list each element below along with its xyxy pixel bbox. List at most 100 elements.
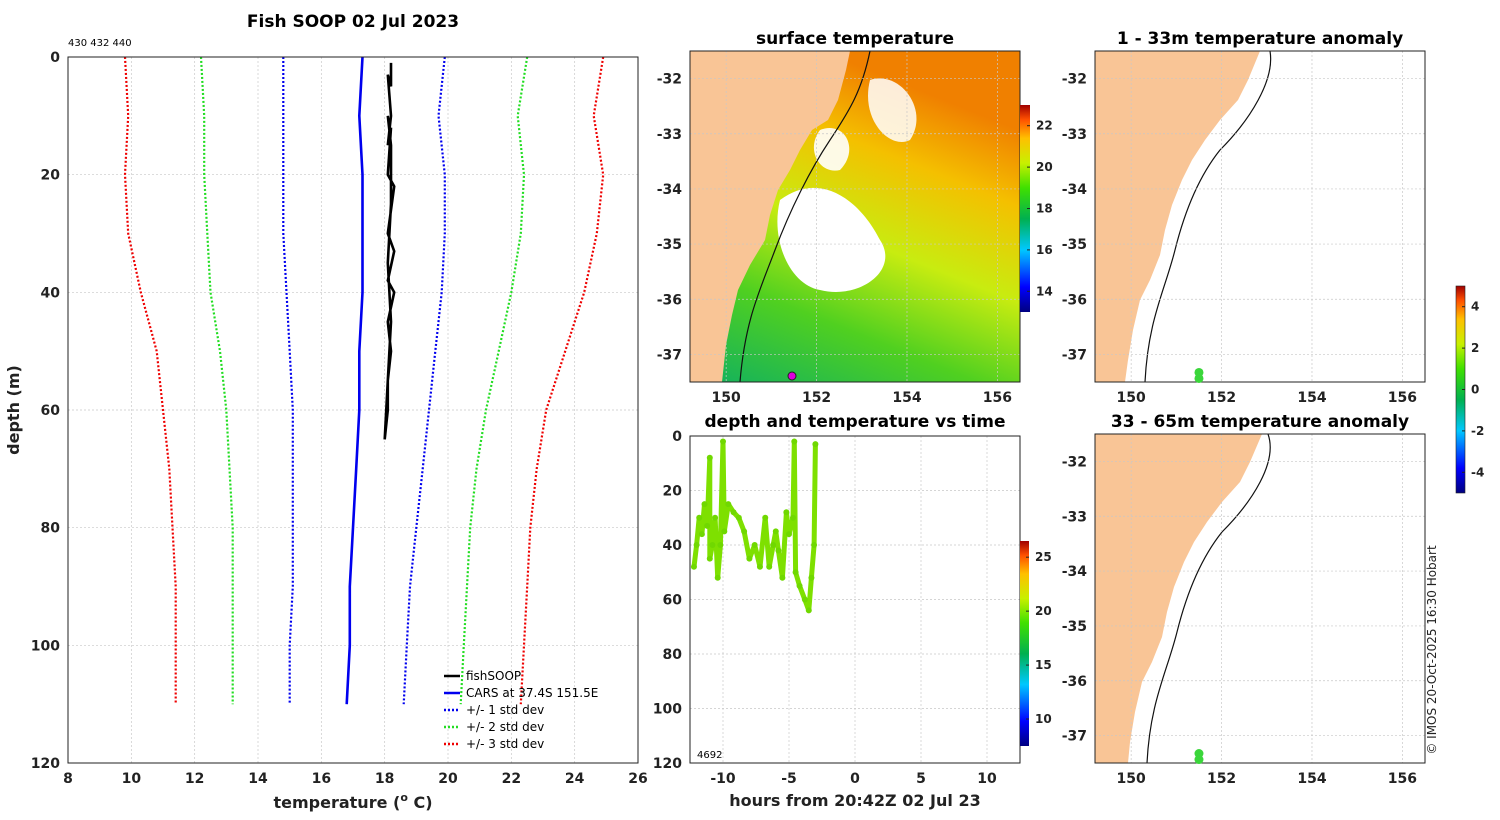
anomaly2-grid bbox=[1095, 434, 1425, 763]
anomaly2-panel: 33 - 65m temperature anomaly 150 152 154 15… bbox=[1062, 412, 1426, 787]
profile-ids-label: 430 432 440 bbox=[68, 38, 132, 49]
anomaly2-ytick-label: -34 bbox=[1062, 564, 1088, 580]
sst-ytick-label: -37 bbox=[657, 347, 682, 363]
depthtime-xlabel: hours from 20:42Z 02 Jul 23 bbox=[729, 791, 980, 810]
depthtime-point bbox=[701, 501, 708, 508]
depthtime-colorbar-tick-label: 25 bbox=[1035, 550, 1052, 564]
profile-frame bbox=[67, 56, 639, 764]
profile-ytick-label: 40 bbox=[41, 285, 61, 301]
sst-cloud-gap bbox=[868, 78, 917, 142]
anomaly2-map bbox=[1095, 434, 1271, 763]
depthtime-colorbar-tick-label: 10 bbox=[1035, 712, 1052, 726]
sst-colorbar-tick-label: 20 bbox=[1036, 160, 1053, 174]
sst-colorbar-tick-label: 16 bbox=[1036, 243, 1053, 257]
depthtime-point bbox=[779, 574, 786, 581]
depthtime-point bbox=[746, 555, 753, 562]
depthtime-point bbox=[735, 514, 742, 521]
sst-ytick-label: -32 bbox=[657, 72, 682, 88]
anomaly1-ytick-label: -33 bbox=[1062, 127, 1087, 143]
profile-series--2-std-dev-high- bbox=[459, 56, 529, 705]
depthtime-ids-label: 4692 bbox=[697, 750, 722, 761]
profile-ytick-label: 120 bbox=[31, 756, 60, 772]
depthtime-point bbox=[789, 514, 796, 521]
depthtime-point bbox=[741, 528, 748, 535]
profile-xtick-label: 24 bbox=[565, 771, 585, 787]
anomaly1-xtick-label: 152 bbox=[1207, 390, 1236, 406]
anomaly2-marker bbox=[1194, 749, 1204, 765]
sst-panel: surface temperature 150 152 154 156 -32 -33 -3… bbox=[657, 29, 1053, 406]
depthtime-point bbox=[730, 509, 737, 516]
anomaly1-xtick-label: 154 bbox=[1297, 390, 1326, 406]
profile-xtick-label: 18 bbox=[375, 771, 394, 787]
anomaly2-title: 33 - 65m temperature anomaly bbox=[1111, 412, 1409, 432]
anomaly-colorbar-tick-label: -4 bbox=[1471, 465, 1484, 479]
depthtime-xtick-label: 5 bbox=[916, 771, 926, 787]
profile-series bbox=[123, 56, 605, 705]
sst-colorbar bbox=[1020, 105, 1030, 312]
depthtime-colorbar bbox=[1020, 541, 1029, 746]
sst-colorbar-tick-label: 14 bbox=[1036, 284, 1053, 298]
anomaly1-panel: 1 - 33m temperature anomaly 150 152 154 156… bbox=[1062, 29, 1426, 406]
depthtime-point bbox=[791, 438, 798, 445]
anomaly-colorbar-tick-label: 0 bbox=[1471, 383, 1479, 397]
anomaly2-isobath bbox=[1146, 434, 1271, 763]
sst-colorbar-ticks: 14 16 18 20 22 bbox=[1027, 119, 1053, 298]
legend-item-std1: +/- 1 std dev bbox=[466, 703, 544, 717]
profile-ytick-label: 0 bbox=[50, 50, 60, 66]
depthtime-xtick-label: 0 bbox=[850, 771, 860, 787]
depthtime-point bbox=[766, 563, 773, 570]
depthtime-point bbox=[805, 607, 812, 614]
sst-ship-marker bbox=[787, 371, 797, 381]
anomaly1-land bbox=[1095, 51, 1260, 382]
anomaly2-ticks: 150 152 154 156 -32 -33 -34 -35 -36 -37 bbox=[1062, 454, 1417, 787]
anomaly-colorbar-tick-label: 2 bbox=[1471, 341, 1479, 355]
profile-ytick-label: 100 bbox=[31, 638, 60, 654]
depthtime-point bbox=[709, 542, 716, 548]
anomaly1-marker bbox=[1194, 367, 1204, 383]
depthtime-point bbox=[808, 574, 815, 581]
depthtime-grid bbox=[690, 435, 1020, 764]
depthtime-point bbox=[772, 528, 779, 535]
profile-xtick-label: 22 bbox=[502, 771, 521, 787]
anomaly2-ytick-label: -33 bbox=[1062, 509, 1087, 525]
sst-cloud-gap bbox=[813, 128, 850, 171]
anomaly2-xtick-label: 152 bbox=[1207, 771, 1236, 787]
sst-ytick-label: -33 bbox=[657, 127, 682, 143]
depthtime-xtick-label: -5 bbox=[781, 771, 797, 787]
profile-ytick-label: 80 bbox=[41, 521, 61, 537]
profile-xlabel: temperature (o C) bbox=[273, 791, 432, 812]
anomaly1-xtick-label: 156 bbox=[1388, 390, 1417, 406]
depthtime-point bbox=[706, 454, 713, 461]
profile-xtick-label: 20 bbox=[438, 771, 458, 787]
depthtime-point bbox=[698, 531, 705, 538]
sst-ytick-label: -36 bbox=[657, 292, 682, 308]
sst-ticks: 150 152 154 156 -32 -33 -34 -35 -36 -37 bbox=[657, 72, 1012, 406]
anomaly2-xtick-label: 150 bbox=[1117, 771, 1146, 787]
anomaly1-frame bbox=[1094, 50, 1426, 383]
depthtime-title: depth and temperature vs time bbox=[705, 412, 1006, 432]
anomaly2-frame bbox=[1094, 433, 1426, 764]
depthtime-track bbox=[691, 438, 818, 613]
depthtime-point bbox=[704, 522, 711, 529]
profile-series--2-std-dev-low- bbox=[199, 56, 234, 705]
sst-ytick-label: -34 bbox=[657, 182, 683, 198]
sst-xtick-label: 156 bbox=[983, 390, 1012, 406]
anomaly1-ticks: 150 152 154 156 -32 -33 -34 -35 -36 -37 bbox=[1062, 72, 1417, 406]
profile-legend: fishSOOP CARS at 37.4S 151.5E +/- 1 std … bbox=[444, 669, 598, 751]
depthtime-points bbox=[690, 438, 819, 614]
anomaly2-xtick-label: 156 bbox=[1388, 771, 1417, 787]
anomaly-colorbar-tick-label: 4 bbox=[1471, 300, 1479, 314]
anomaly2-ytick-label: -35 bbox=[1062, 619, 1087, 635]
anomaly1-ytick-label: -37 bbox=[1062, 347, 1087, 363]
depthtime-point bbox=[796, 582, 803, 589]
depthtime-point bbox=[706, 555, 713, 562]
profile-series--3-std-dev-high- bbox=[519, 56, 605, 705]
sst-grid bbox=[690, 51, 1020, 382]
anomaly1-map bbox=[1095, 51, 1272, 382]
anomaly1-ytick-label: -32 bbox=[1062, 72, 1087, 88]
anomaly2-profile-dot bbox=[1194, 755, 1204, 765]
sst-xtick-label: 150 bbox=[712, 390, 741, 406]
profile-xtick-label: 26 bbox=[628, 771, 647, 787]
legend-item-cars: CARS at 37.4S 151.5E bbox=[466, 686, 598, 700]
depthtime-point bbox=[720, 438, 726, 445]
